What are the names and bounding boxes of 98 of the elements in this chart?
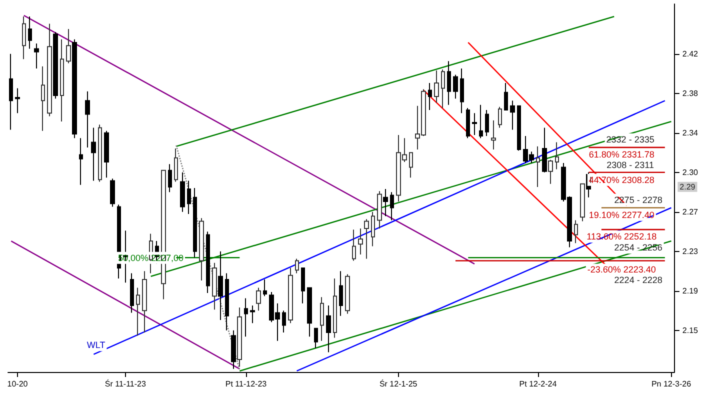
candlestick [250,304,255,324]
candlestick [288,268,293,324]
candlestick [472,112,477,136]
candlestick [15,88,20,114]
candlestick [225,272,229,331]
candlestick [199,218,204,282]
x-tick-label: Pn 12-3-26 [651,380,692,388]
candlestick [441,68,445,108]
x-tick-label: Śr 12-1-25 [379,378,418,388]
x-tick-label: Pt 11-12-23 [225,380,268,388]
candlestick [136,287,140,336]
candlestick [237,307,242,368]
y-tick-label: 2.27 [682,207,699,216]
candlestick [168,164,172,193]
y-tick-label: 2.42 [682,49,699,58]
candlestick [542,127,547,173]
candlestick [180,172,185,212]
text: 2.29 [680,182,696,192]
candlestick [256,287,261,312]
annotation: -23.60% 2223.40 [587,264,656,275]
candlestick [53,32,58,100]
candlestick [574,220,578,244]
y-tick-label: 2.19 [682,286,699,296]
candlestick [244,298,248,338]
candlestick [231,330,236,370]
annotation: WLT [86,340,106,350]
candlestick [72,38,77,139]
candlestick [434,70,439,104]
candlestick [187,180,191,214]
annotation: 2308 - 2311 [606,160,654,170]
candlestick [491,120,496,150]
annotation: 2332 - 2335 [606,134,654,144]
candlestick [364,218,369,260]
annotation: 2224 - 2228 [614,275,662,285]
candlestick [485,110,489,137]
candlestick [212,262,217,310]
candlestick [358,228,363,256]
candlestick [9,53,13,130]
candlestick [580,183,585,222]
x-tick-label: Pt 12-2-24 [519,380,558,388]
candlestick [320,296,324,342]
candlestick [263,278,267,297]
candlestick [383,188,388,217]
candlestick [34,43,39,69]
candlestick [377,190,382,230]
candlestick [22,16,26,60]
candlestick [428,82,432,111]
candlestick [206,231,210,294]
candlestick [295,258,299,274]
candlestick [345,274,350,314]
candlestick [466,107,470,139]
y-tick-label: 2.34 [682,128,699,138]
candlestick [91,127,96,182]
candlestick [301,268,305,304]
x-tick-label: Śr 11-11-23 [104,378,146,388]
candlestick [510,100,515,130]
candlestick [130,272,134,314]
candlestick [218,250,223,321]
y-tick-label: 2.23 [682,246,699,256]
candlestick [371,211,375,247]
annotation: 61.80% 2331.78 [588,150,654,160]
annotation: 19.10% 2277.40 [588,210,654,220]
candlestick [28,16,32,50]
y-tick-label: 2.30 [682,168,699,177]
candlestick [282,310,286,333]
candlestick [66,28,71,64]
candlestick [517,105,521,152]
candlestick [453,74,458,100]
candlestick [504,82,508,111]
candlestick [314,328,318,349]
candlestick [548,159,553,184]
candlestick [104,130,109,178]
candlestick [110,178,115,208]
y-tick-label: 2.15 [682,326,699,335]
candlestick [60,38,64,122]
candlestick [339,270,343,316]
candlestick [326,304,331,353]
candlestick [555,142,559,170]
candlestick [79,138,83,186]
candlestick [193,188,197,258]
y-tick-label: 2.38 [682,88,699,98]
candlestick [41,66,45,132]
candlestick [409,152,413,178]
candlestick [142,270,147,333]
candlestick [479,104,483,139]
candlestick [460,68,464,114]
candlestick [390,192,394,221]
candlestick [174,148,178,182]
candlestick [498,106,502,128]
candlestick [307,287,312,338]
candlestick [98,124,102,182]
candlestick [536,146,540,188]
candlestick [352,229,356,262]
candlestick [85,90,90,148]
x-tick-label: 10-20 [7,380,28,388]
candlestick [447,60,451,106]
candlestick [47,23,52,117]
candlestick [333,278,337,338]
